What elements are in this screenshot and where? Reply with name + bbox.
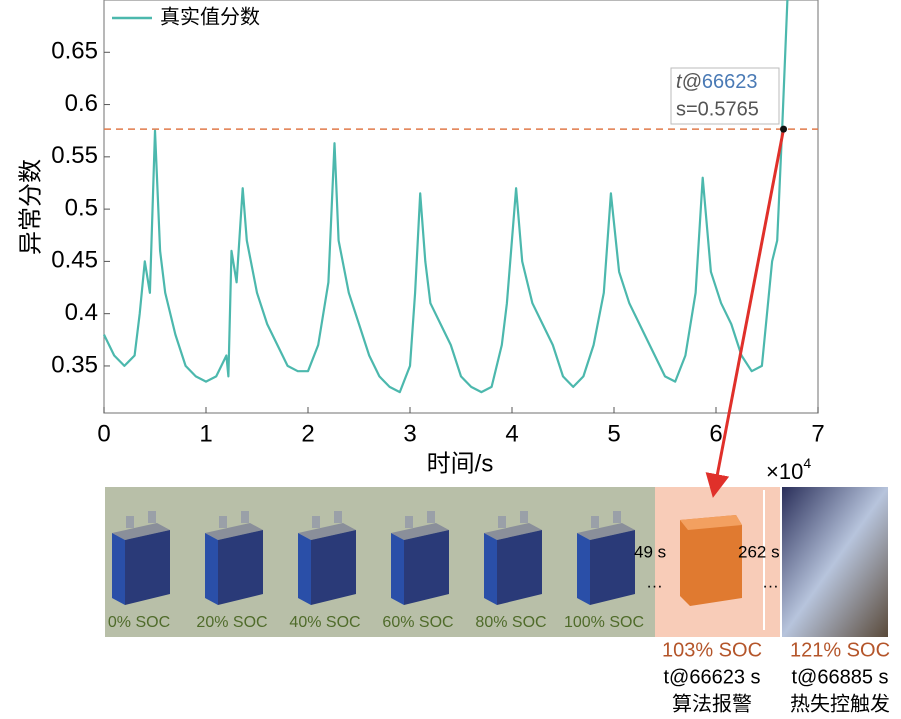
cell-tab [427, 511, 435, 523]
y-tick-label: 0.5 [65, 194, 98, 221]
x-tick-label: 4 [505, 420, 518, 447]
cell-side [125, 530, 170, 605]
battery-cell [484, 511, 542, 605]
cell-top [112, 523, 170, 540]
cell-tab [148, 511, 156, 523]
cell-top [577, 523, 635, 540]
alarm-arrow [705, 128, 786, 498]
battery-cell [205, 511, 263, 605]
alarm-label: 算法报警 [672, 692, 752, 715]
soc-region [105, 487, 655, 637]
soc-label: 40% SOC [289, 614, 360, 631]
cell-tab [334, 511, 342, 523]
cell-tab [498, 516, 506, 528]
cell-tab [219, 516, 227, 528]
cell-front [298, 533, 311, 605]
cell-tab [312, 516, 320, 528]
y-tick-label: 0.4 [65, 299, 98, 326]
marker [780, 125, 788, 133]
y-tick-label: 0.55 [51, 142, 98, 169]
cell-tab [613, 511, 621, 523]
y-tick-label: 0.45 [51, 247, 98, 274]
soc-label: 60% SOC [382, 614, 453, 631]
data-line [103, 0, 789, 394]
x-tick-label: 1 [199, 420, 212, 447]
annotation-prefix: t@ [676, 71, 702, 93]
x-tick-label: 6 [709, 420, 722, 447]
soc-label: 80% SOC [475, 614, 546, 631]
cell-top [298, 523, 356, 540]
annotation-value: 66623 [702, 71, 758, 93]
cell-top [391, 523, 449, 540]
cell-side [590, 530, 635, 605]
cell-tab [405, 516, 413, 528]
x-tick-label: 3 [403, 420, 416, 447]
runaway-time: t@66885 s [791, 666, 888, 688]
battery-cell [577, 511, 635, 605]
swollen-cell [680, 515, 742, 606]
ellipsis: … [762, 572, 779, 591]
cell-front [577, 533, 590, 605]
ellipsis: … [646, 572, 663, 591]
cell-front [112, 533, 125, 605]
runaway-photo [782, 487, 888, 637]
x-tick-label: 5 [607, 420, 620, 447]
cell-side [404, 530, 449, 605]
cell-tab [126, 516, 134, 528]
x-tick-label: 0 [97, 420, 110, 447]
cell-tab [520, 511, 528, 523]
y-tick-label: 0.6 [65, 90, 98, 117]
soc-label: 0% SOC [108, 614, 170, 631]
cell-side [218, 530, 263, 605]
battery-cell [391, 511, 449, 605]
annotation-score: s=0.5765 [676, 98, 759, 120]
x-tick-label: 2 [301, 420, 314, 447]
annotation-box [670, 67, 780, 125]
soc-label: 20% SOC [196, 614, 267, 631]
cell-top [205, 523, 263, 540]
gap-label: 49 s [634, 542, 666, 561]
cell-side [497, 530, 542, 605]
cell-tab [241, 511, 249, 523]
cell-front [484, 533, 497, 605]
y-axis-label: 异常分数 [17, 159, 44, 255]
x-axis-label: 时间/s [427, 450, 494, 477]
y-tick-label: 0.65 [51, 38, 98, 65]
x-multiplier: ×104 [766, 455, 811, 484]
runaway-label: 热失控触发 [790, 692, 890, 715]
alarm-soc: 103% SOC [662, 639, 762, 661]
cell-front [391, 533, 404, 605]
runaway-soc: 121% SOC [790, 639, 890, 661]
legend-label: 真实值分数 [160, 5, 260, 28]
cell-top [484, 523, 542, 540]
cell-side [311, 530, 356, 605]
battery-cell [112, 511, 170, 605]
x-tick-label: 7 [811, 420, 824, 447]
gap-label: 262 s [738, 542, 780, 561]
annotation-time: t@66623 [676, 71, 757, 93]
plot-frame [103, 0, 819, 414]
battery-cell [298, 511, 356, 605]
cell-tab [591, 516, 599, 528]
alarm-time: t@66623 s [663, 666, 760, 688]
cell-front [205, 533, 218, 605]
y-tick-label: 0.35 [51, 351, 98, 378]
soc-label: 100% SOC [564, 614, 644, 631]
